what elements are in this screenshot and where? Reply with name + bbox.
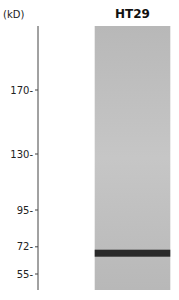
tick bbox=[35, 210, 38, 211]
chart: 170- 130- 95- 72- 55- (kD) HT29 bbox=[0, 0, 179, 300]
chart-container: 170- 130- 95- 72- 55- (kD) HT29 bbox=[0, 0, 179, 300]
title: HT29 bbox=[115, 7, 150, 21]
tick-label: 72- bbox=[17, 241, 34, 252]
band bbox=[95, 250, 171, 257]
axis-line bbox=[38, 26, 39, 290]
tick bbox=[35, 90, 38, 91]
tick-label: 95- bbox=[17, 205, 34, 216]
plot-area bbox=[95, 26, 171, 290]
tick-label: 170- bbox=[10, 85, 33, 96]
tick-label: 130- bbox=[10, 149, 33, 160]
tick-label: 55- bbox=[17, 269, 34, 280]
axis-label: (kD) bbox=[3, 9, 24, 20]
tick bbox=[35, 246, 38, 247]
tick bbox=[35, 154, 38, 155]
lane bbox=[95, 26, 171, 290]
tick bbox=[35, 274, 38, 275]
